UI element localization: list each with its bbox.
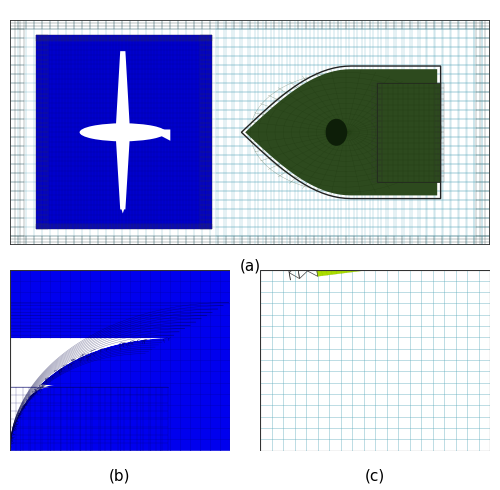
Polygon shape — [315, 92, 500, 276]
Polygon shape — [10, 270, 168, 451]
Polygon shape — [245, 69, 437, 196]
Text: (a): (a) — [240, 259, 260, 273]
Polygon shape — [116, 51, 130, 126]
Text: (c): (c) — [365, 469, 385, 484]
Polygon shape — [36, 35, 212, 229]
Ellipse shape — [326, 119, 347, 146]
Polygon shape — [160, 129, 170, 141]
Polygon shape — [377, 83, 440, 182]
Polygon shape — [10, 382, 54, 451]
Text: (b): (b) — [109, 469, 131, 484]
Polygon shape — [116, 139, 130, 214]
Polygon shape — [10, 270, 230, 451]
Polygon shape — [10, 270, 168, 451]
Ellipse shape — [80, 123, 166, 141]
Polygon shape — [402, 161, 500, 266]
Polygon shape — [10, 378, 50, 451]
